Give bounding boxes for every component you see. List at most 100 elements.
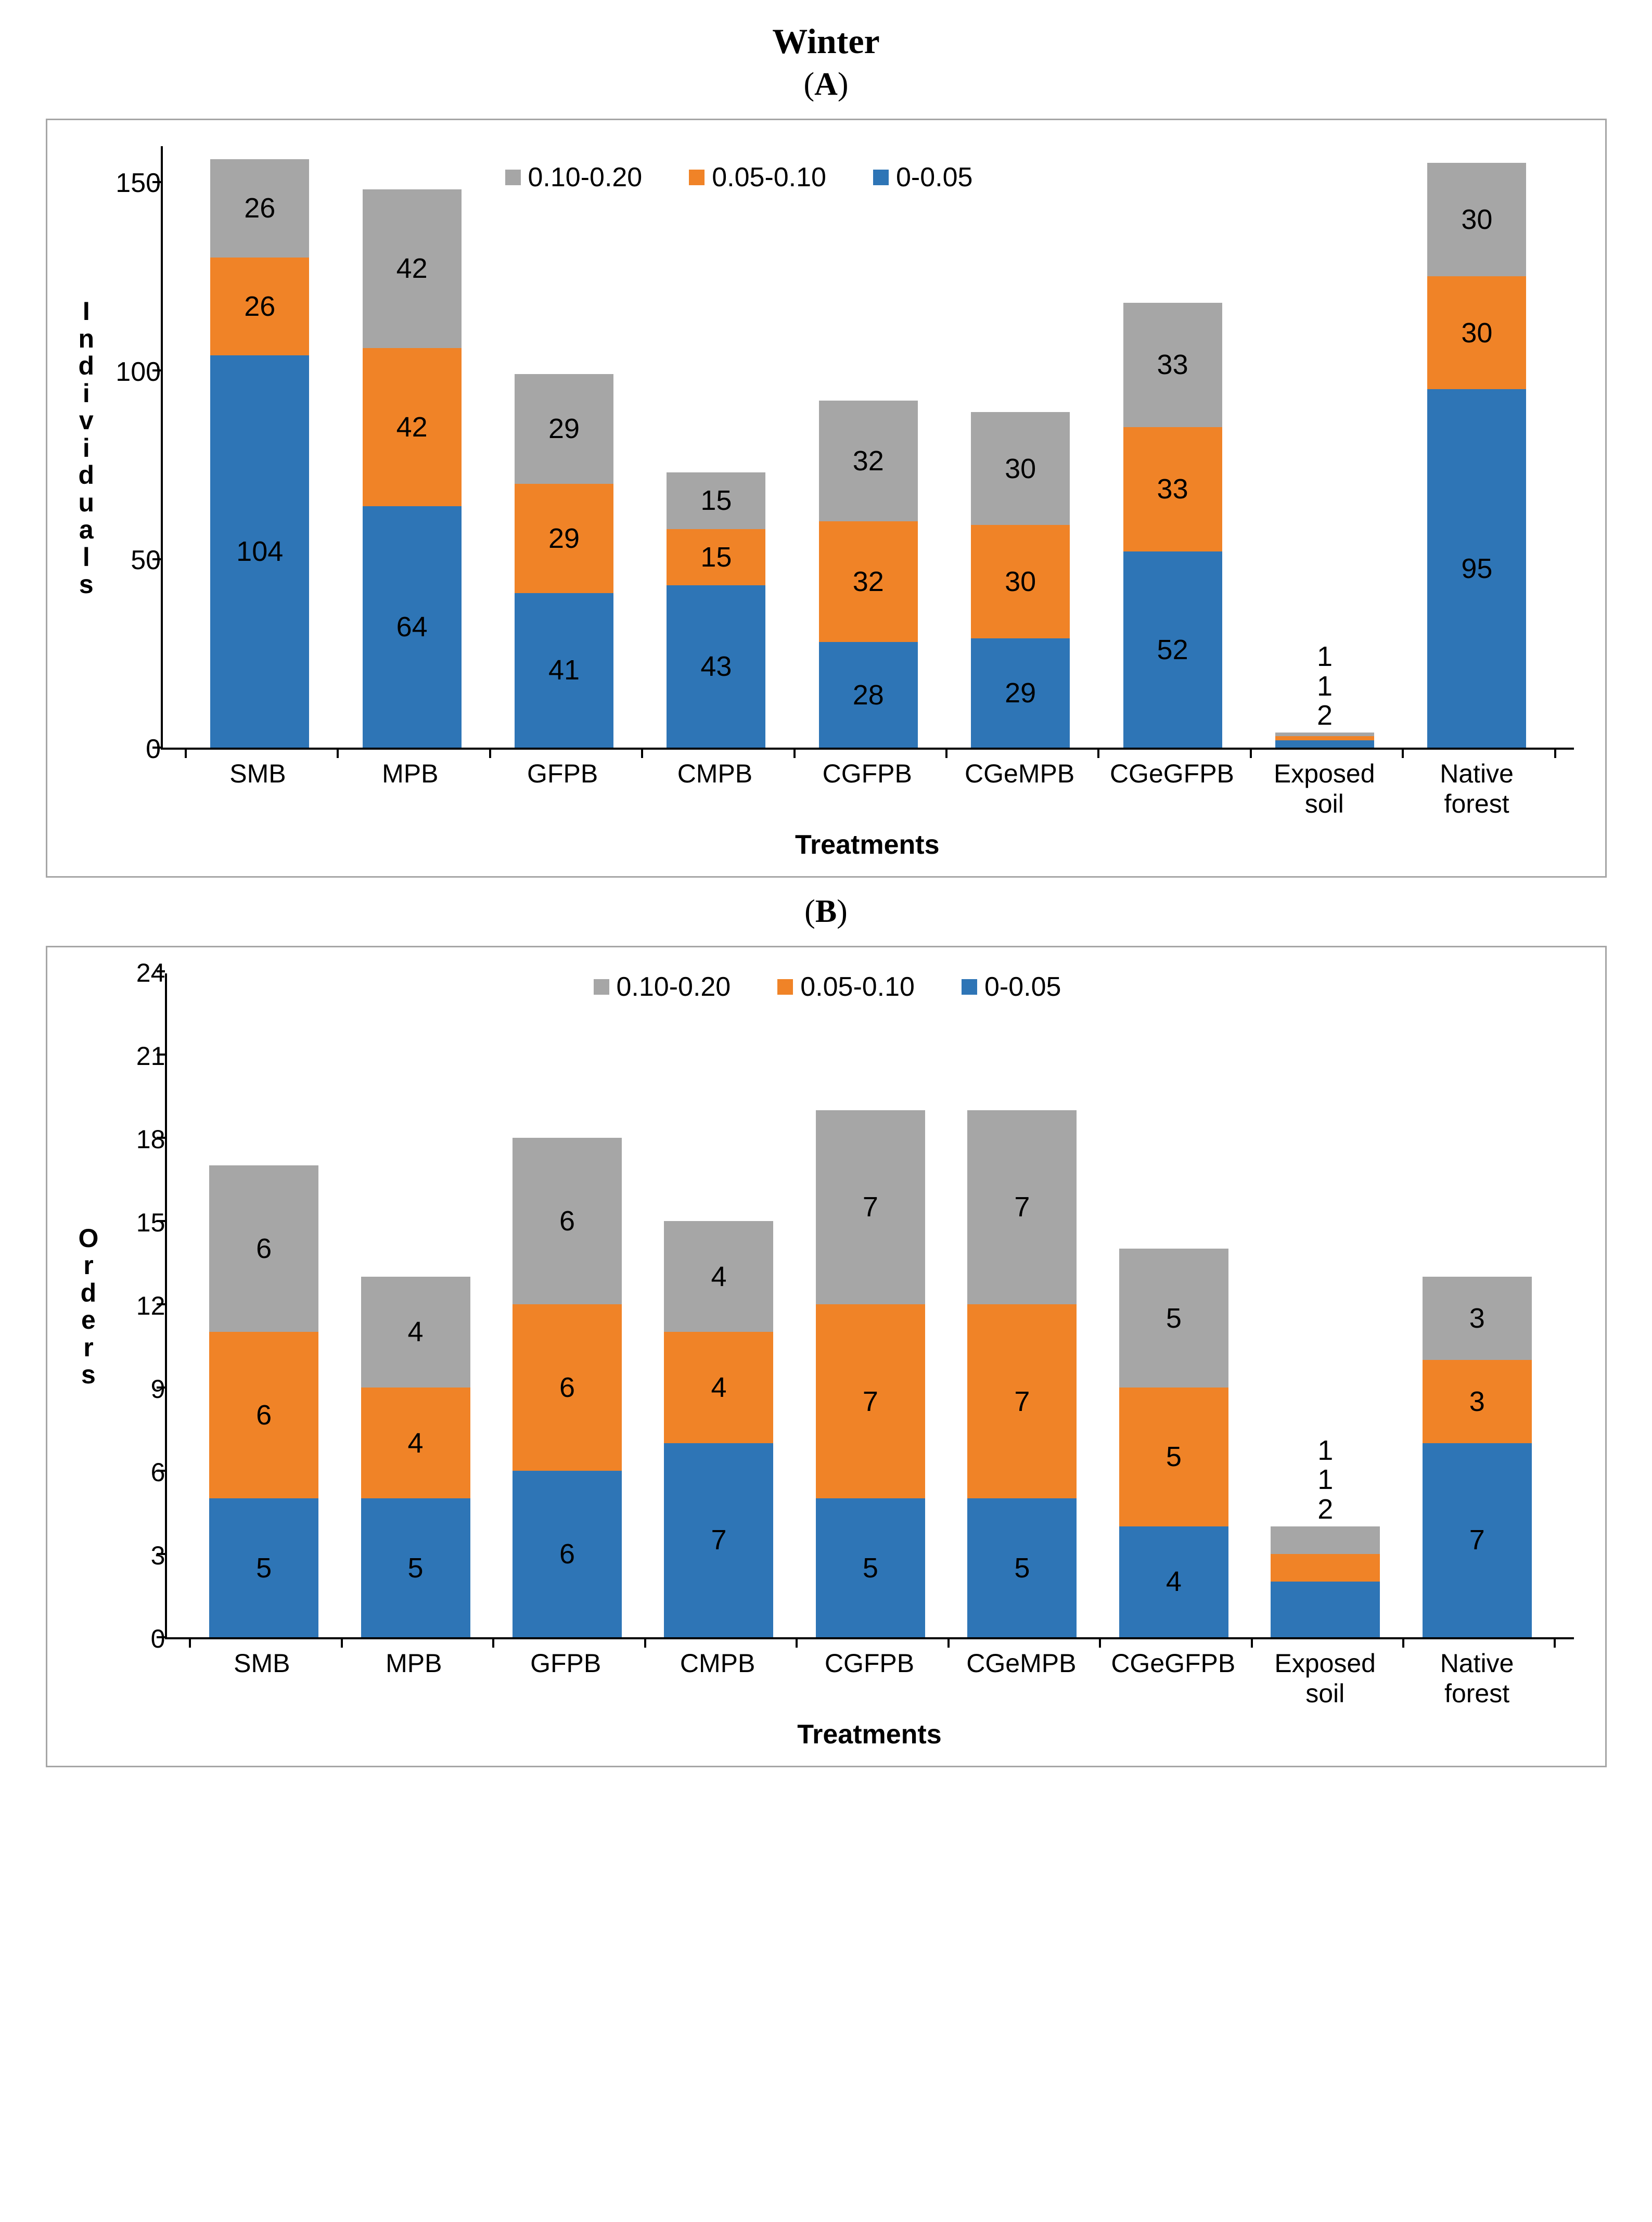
chart-b-bar bbox=[1271, 1526, 1380, 1637]
chart-b-above-value-mid: 1 bbox=[1317, 1465, 1333, 1495]
chart-b-x-label: GFPB bbox=[490, 1649, 642, 1709]
chart-b-segment-mid: 7 bbox=[816, 1304, 925, 1498]
chart-a-x-label: Exposedsoil bbox=[1248, 759, 1401, 819]
chart-a-segment-high: 29 bbox=[515, 374, 613, 483]
chart-b-segment-low: 5 bbox=[967, 1498, 1077, 1637]
chart-b-x-label: CGeMPB bbox=[945, 1649, 1097, 1709]
chart-a-x-label: SMB bbox=[182, 759, 334, 819]
chart-b-bar: 744 bbox=[664, 1221, 773, 1637]
chart-a-segment-high: 26 bbox=[210, 159, 309, 258]
chart-b-bar-group: 577 bbox=[795, 1108, 946, 1637]
chart-b-bar-group: 744 bbox=[643, 1219, 795, 1637]
chart-b-y-tick-3: 3 bbox=[151, 1540, 165, 1571]
chart-b-segment-value: 7 bbox=[1469, 1524, 1485, 1556]
chart-b-segment-low: 6 bbox=[513, 1471, 622, 1637]
chart-a-segment-mid: 30 bbox=[971, 525, 1070, 638]
chart-b-segment-high: 5 bbox=[1119, 1249, 1228, 1388]
chart-a-segment-mid: 33 bbox=[1123, 427, 1222, 551]
chart-a-segment-value: 29 bbox=[1005, 677, 1036, 709]
panel-label-b-letter: B bbox=[815, 894, 837, 929]
chart-b-segment-value: 5 bbox=[1166, 1302, 1182, 1334]
chart-b-segment-value: 7 bbox=[863, 1385, 878, 1418]
chart-a-segment-value: 42 bbox=[396, 252, 428, 285]
chart-b-segment-value: 6 bbox=[559, 1371, 575, 1404]
chart-a-x-labels: SMBMPBGFPBCMPBCGFPBCGeMPBCGeGFPBExposeds… bbox=[161, 759, 1573, 819]
chart-a-above-labels: 112 bbox=[1317, 642, 1333, 730]
chart-a-segment-value: 52 bbox=[1157, 634, 1188, 666]
chart-a-bar: 431515 bbox=[667, 472, 765, 748]
chart-a-segment-value: 64 bbox=[396, 611, 428, 643]
chart-b-segment-mid: 4 bbox=[664, 1332, 773, 1443]
chart-b-x-label: CGeGFPB bbox=[1097, 1649, 1249, 1709]
chart-a-y-tick-100: 100 bbox=[116, 356, 161, 388]
chart-a-segment-mid: 30 bbox=[1427, 276, 1526, 390]
chart-b-segment-high: 7 bbox=[967, 1110, 1077, 1304]
chart-b-segment-value: 4 bbox=[408, 1427, 424, 1459]
chart-b-x-label: SMB bbox=[186, 1649, 338, 1709]
chart-b-bar-group: 577 bbox=[946, 1108, 1098, 1637]
chart-a-segment-value: 15 bbox=[700, 484, 732, 517]
chart-a-bar-group: 29 30 30 bbox=[944, 410, 1096, 748]
chart-b-segment-value: 5 bbox=[256, 1552, 272, 1584]
panel-label-a: (A) bbox=[21, 66, 1631, 103]
chart-a-x-label: CGeMPB bbox=[943, 759, 1096, 819]
chart-b-segment-value: 6 bbox=[559, 1205, 575, 1237]
chart-b-above-labels: 112 bbox=[1317, 1436, 1333, 1524]
chart-b-segment-low: 5 bbox=[209, 1498, 318, 1637]
chart-a-x-axis-title: Treatments bbox=[161, 829, 1573, 860]
chart-b-segment-value: 4 bbox=[408, 1316, 424, 1348]
chart-a-y-tick-0: 0 bbox=[146, 734, 161, 765]
chart-b-plot-area: 566544666744577577455112733 bbox=[165, 973, 1573, 1639]
chart-a-bar-group: 64 42 42 bbox=[336, 187, 488, 748]
chart-a-bar-group: 52 33 33 bbox=[1096, 301, 1248, 748]
chart-b-segment-mid bbox=[1271, 1554, 1380, 1582]
chart-b-bar-group: 7 33 bbox=[1401, 1275, 1553, 1637]
chart-b-segment-value: 5 bbox=[1014, 1552, 1030, 1584]
chart-b-x-labels: SMBMPBGFPBCMPBCGFPBCGeMPBCGeGFPBExposeds… bbox=[165, 1649, 1573, 1709]
chart-b-segment-value: 6 bbox=[256, 1232, 272, 1265]
chart-b-segment-high: 4 bbox=[361, 1277, 470, 1388]
chart-b-segment-low: 7 bbox=[1423, 1443, 1532, 1637]
chart-a-y-axis-label: Individuals bbox=[79, 146, 104, 750]
chart-b-y-tick-24: 24 bbox=[136, 958, 165, 988]
chart-a-segment-value: 42 bbox=[396, 411, 428, 443]
chart-b-segment-low: 5 bbox=[816, 1498, 925, 1637]
chart-b-y-axis-label: Orders bbox=[79, 973, 108, 1639]
chart-a-segment-high bbox=[1275, 733, 1374, 736]
chart-b-above-value-low: 2 bbox=[1317, 1495, 1333, 1524]
chart-b-y-tick-21: 21 bbox=[136, 1041, 165, 1071]
chart-b-segment-mid: 3 bbox=[1423, 1360, 1532, 1443]
chart-a-x-label: CMPB bbox=[639, 759, 791, 819]
chart-a-segment-value: 26 bbox=[244, 290, 275, 323]
chart-a-segment-value: 28 bbox=[853, 679, 884, 711]
chart-a-y-tick-50: 50 bbox=[131, 545, 161, 576]
chart-a-segment-value: 29 bbox=[548, 413, 580, 445]
chart-a-above-value-low: 2 bbox=[1317, 701, 1333, 730]
chart-a-segment-value: 30 bbox=[1005, 566, 1036, 598]
chart-a-bar-group: 953030 bbox=[1401, 161, 1553, 748]
chart-a-segment-low bbox=[1275, 740, 1374, 748]
chart-a-segment-value: 30 bbox=[1461, 317, 1492, 349]
chart-a-segment-high: 32 bbox=[819, 401, 918, 521]
chart-b-x-axis-title: Treatments bbox=[165, 1719, 1573, 1750]
chart-b-x-label: Exposedsoil bbox=[1249, 1649, 1401, 1709]
chart-b-segment-low bbox=[1271, 1582, 1380, 1637]
chart-b-segment-value: 6 bbox=[256, 1399, 272, 1431]
chart-a-segment-mid: 32 bbox=[819, 521, 918, 642]
chart-a-segment-low: 29 bbox=[971, 638, 1070, 748]
chart-b-x-label: MPB bbox=[338, 1649, 490, 1709]
chart-a-segment-value: 32 bbox=[853, 566, 884, 598]
chart-a-segment-high: 30 bbox=[971, 412, 1070, 525]
chart-a-bar: 1042626 bbox=[210, 159, 309, 748]
chart-b-frame: 0.10-0.200.05-0.100-0.05Orders0369121518… bbox=[46, 946, 1607, 1767]
chart-a-segment-value: 32 bbox=[853, 445, 884, 477]
panel-label-a-letter: A bbox=[814, 67, 838, 102]
chart-b-above-value-high: 1 bbox=[1317, 1436, 1333, 1466]
chart-b-y-tick-9: 9 bbox=[151, 1374, 165, 1404]
chart-b-segment-high: 6 bbox=[209, 1165, 318, 1332]
chart-a-bar: 52 33 33 bbox=[1123, 303, 1222, 748]
chart-a-segment-value: 33 bbox=[1157, 349, 1188, 381]
chart-b-segment-value: 7 bbox=[1014, 1191, 1030, 1223]
chart-a-segment-high: 30 bbox=[1427, 163, 1526, 276]
chart-b-segment-high: 3 bbox=[1423, 1277, 1532, 1360]
